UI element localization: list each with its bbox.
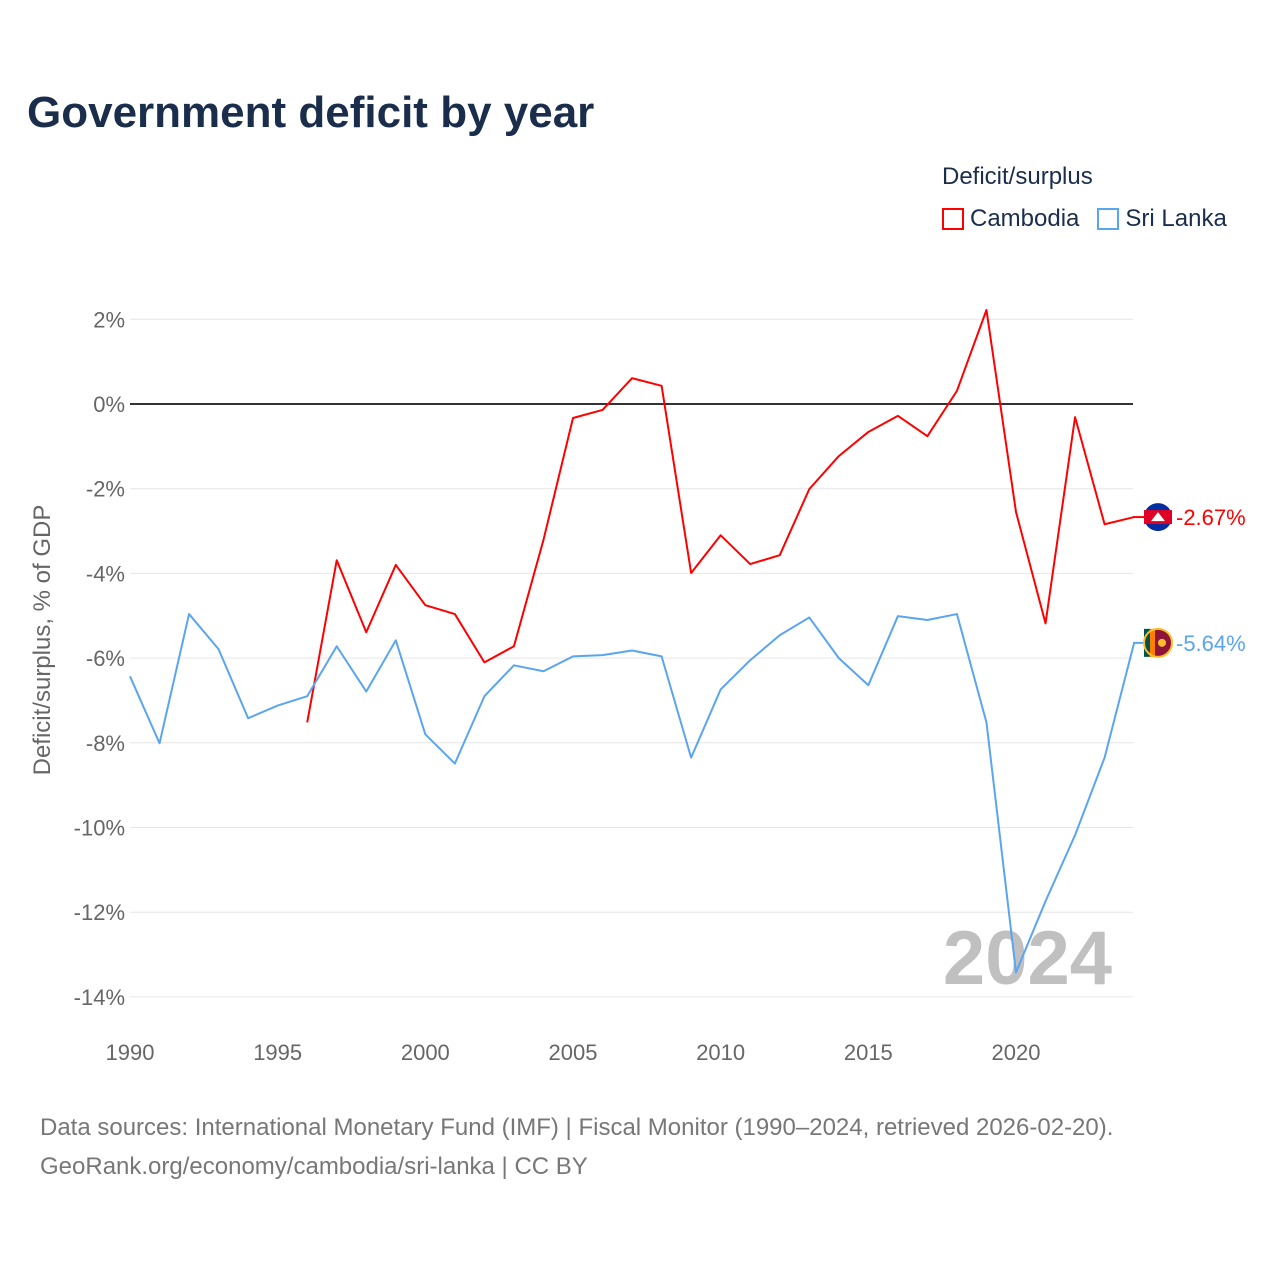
source-line-1: Data sources: International Monetary Fun… [40, 1114, 1114, 1141]
y-tick-label: -8% [86, 731, 125, 756]
y-tick-label: 2% [93, 307, 125, 332]
source-note: Data sources: International Monetary Fun… [40, 1108, 1113, 1186]
x-tick-label: 2020 [992, 1040, 1041, 1065]
flag-lion [1158, 638, 1166, 647]
y-tick-label: -10% [74, 816, 125, 841]
y-tick-label: -12% [74, 900, 125, 925]
legend: Cambodia Sri Lanka [942, 205, 1227, 233]
series-line-sri-lanka [129, 613, 1136, 974]
legend-swatch-cambodia [942, 208, 964, 230]
flag-border [1143, 627, 1173, 658]
legend-item-cambodia[interactable]: Cambodia [942, 205, 1079, 233]
legend-item-sri-lanka[interactable]: Sri Lanka [1097, 205, 1227, 233]
x-tick-label: 2010 [696, 1040, 745, 1065]
x-tick-label: 2000 [401, 1040, 450, 1065]
end-value-label: -2.67% [1176, 505, 1246, 530]
y-tick-label: -4% [86, 561, 125, 586]
series-line-cambodia [306, 308, 1135, 723]
legend-label: Cambodia [970, 205, 1080, 232]
y-tick-label: 0% [93, 392, 125, 417]
legend-title: Deficit/surplus [942, 163, 1093, 190]
flag-orange [1150, 628, 1155, 657]
x-tick-label: 2015 [844, 1040, 893, 1065]
x-tick-label: 1990 [106, 1040, 155, 1065]
flag-temple [1151, 512, 1165, 522]
y-tick-label: -2% [86, 477, 125, 502]
y-tick-label: -14% [74, 985, 125, 1010]
source-line-2[interactable]: GeoRank.org/economy/cambodia/sri-lanka |… [40, 1153, 588, 1180]
flag-green [1144, 628, 1150, 657]
x-tick-label: 2005 [549, 1040, 598, 1065]
legend-label: Sri Lanka [1125, 205, 1227, 232]
cambodia-flag-icon [1144, 503, 1172, 532]
sri-lanka-flag-icon [1143, 627, 1173, 658]
end-value-label: -5.64% [1176, 631, 1246, 656]
year-watermark: 2024 [943, 916, 1112, 1001]
y-tick-label: -6% [86, 646, 125, 671]
legend-swatch-sri-lanka [1097, 208, 1120, 230]
y-axis-label: Deficit/surplus, % of GDP [29, 505, 56, 776]
x-tick-label: 1995 [253, 1040, 302, 1065]
chart-title: Government deficit by year [27, 88, 595, 137]
